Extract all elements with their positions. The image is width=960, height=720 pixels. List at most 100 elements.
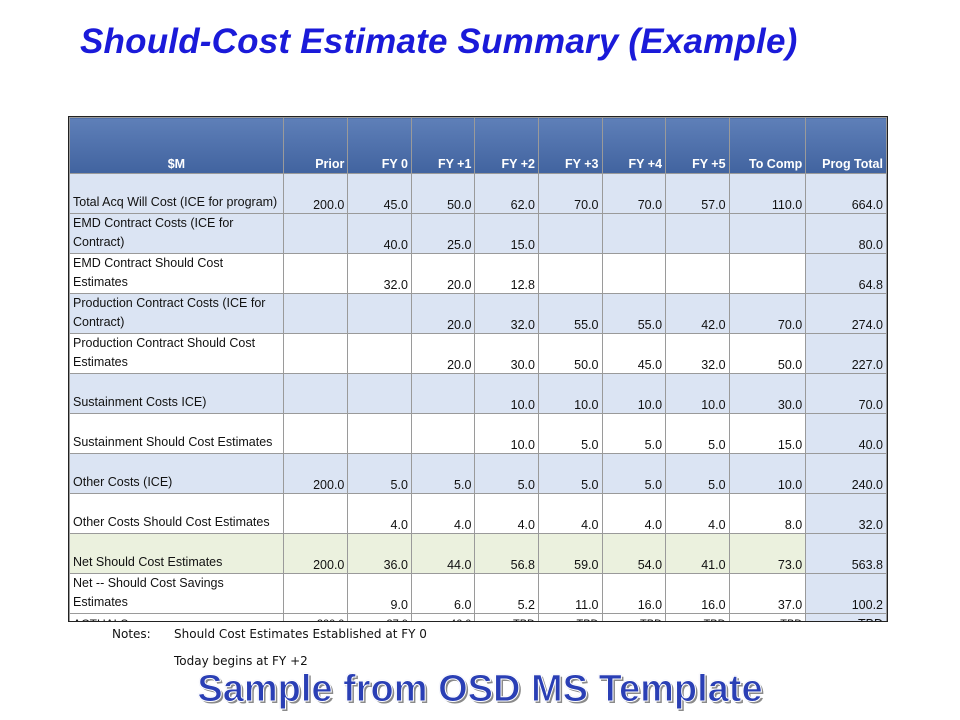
- cost-summary-table: $M Prior FY 0 FY +1 FY +2 FY +3 FY +4 FY…: [68, 116, 888, 622]
- row-value-cell: [282, 213, 349, 254]
- row-value-cell: 32.0: [347, 253, 412, 294]
- header-fy2: FY +2: [474, 117, 539, 174]
- row-value-cell: 59.0: [537, 533, 603, 574]
- row-value-cell: 200.0: [282, 613, 349, 621]
- row-label: EMD Contract Should Cost Estimates: [69, 253, 284, 294]
- table-row: Total Acq Will Cost (ICE for program) 200…: [69, 173, 887, 214]
- row-label: Sustainment Should Cost Estimates: [69, 413, 284, 454]
- row-total-cell: 32.0: [805, 493, 887, 534]
- row-value-cell: [665, 213, 730, 254]
- row-value-cell: 5.0: [601, 413, 667, 454]
- row-value-cell: 200.0: [282, 453, 349, 494]
- row-value-cell: 4.0: [410, 493, 476, 534]
- row-value-cell: [410, 413, 476, 454]
- row-value-cell: 4.0: [537, 493, 603, 534]
- row-label: EMD Contract Costs (ICE for Contract): [69, 213, 284, 254]
- row-value-cell: [410, 373, 476, 414]
- header-fy5: FY +5: [665, 117, 730, 174]
- row-value-cell: 4.0: [474, 493, 539, 534]
- row-value-cell: 15.0: [728, 413, 807, 454]
- header-prior: Prior: [282, 117, 349, 174]
- table-row: Net Should Cost Estimates 200.0 36.0 44.0 56…: [69, 533, 887, 574]
- row-value-cell: 42.0: [665, 293, 730, 334]
- row-total-cell: 240.0: [805, 453, 887, 494]
- row-value-cell: 54.0: [601, 533, 667, 574]
- row-value-cell: [282, 333, 349, 374]
- row-value-cell: 25.0: [410, 213, 476, 254]
- row-value-cell: 10.0: [474, 373, 539, 414]
- table-body: Total Acq Will Cost (ICE for program) 200…: [69, 173, 887, 621]
- table-row: ACTUALS200.037.046.0TBDTBDTBDTBDTBDTBD: [69, 613, 887, 621]
- row-value-cell: [537, 253, 603, 294]
- row-value-cell: [282, 253, 349, 294]
- table-row: Other Costs (ICE) 200.0 5.0 5.0 5.0 5.0 5.0 5.0…: [69, 453, 887, 494]
- row-value-cell: 16.0: [601, 573, 667, 614]
- row-value-cell: 45.0: [347, 173, 412, 214]
- table-row: Production Contract Costs (ICE for Contr…: [69, 293, 887, 334]
- row-total-cell: 100.2: [805, 573, 887, 614]
- row-value-cell: 20.0: [410, 333, 476, 374]
- row-value-cell: [282, 293, 349, 334]
- row-total-cell: 40.0: [805, 413, 887, 454]
- row-value-cell: 37.0: [347, 613, 412, 621]
- row-value-cell: 45.0: [601, 333, 667, 374]
- page-title: Should-Cost Estimate Summary (Example): [80, 22, 798, 61]
- row-value-cell: 57.0: [665, 173, 730, 214]
- row-label: ACTUALS: [69, 613, 284, 621]
- row-total-cell: 80.0: [805, 213, 887, 254]
- row-value-cell: 10.0: [601, 373, 667, 414]
- row-value-cell: 41.0: [665, 533, 730, 574]
- table-row: Sustainment Costs ICE) 10.0 10.0 10.0 10.0 30…: [69, 373, 887, 414]
- row-value-cell: TBD: [728, 613, 807, 621]
- header-fy1: FY +1: [410, 117, 476, 174]
- row-value-cell: 11.0: [537, 573, 603, 614]
- table-row: Production Contract Should Cost Estimate…: [69, 333, 887, 374]
- row-value-cell: 6.0: [410, 573, 476, 614]
- table-row: Sustainment Should Cost Estimates 10.0 5.0…: [69, 413, 887, 454]
- row-value-cell: 70.0: [728, 293, 807, 334]
- row-value-cell: 10.0: [537, 373, 603, 414]
- row-value-cell: 30.0: [474, 333, 539, 374]
- row-total-cell: 64.8: [805, 253, 887, 294]
- row-value-cell: 5.0: [665, 413, 730, 454]
- row-value-cell: TBD: [601, 613, 667, 621]
- table-row: Net -- Should Cost Savings Estimates 9.0 6…: [69, 573, 887, 614]
- row-value-cell: [537, 213, 603, 254]
- row-value-cell: 16.0: [665, 573, 730, 614]
- header-fy4: FY +4: [601, 117, 667, 174]
- row-value-cell: 56.8: [474, 533, 539, 574]
- row-value-cell: 8.0: [728, 493, 807, 534]
- row-value-cell: 32.0: [665, 333, 730, 374]
- row-value-cell: 4.0: [347, 493, 412, 534]
- row-value-cell: 62.0: [474, 173, 539, 214]
- row-total-cell: TBD: [805, 613, 887, 621]
- row-value-cell: TBD: [665, 613, 730, 621]
- row-value-cell: 32.0: [474, 293, 539, 334]
- row-value-cell: 70.0: [537, 173, 603, 214]
- row-value-cell: [282, 413, 349, 454]
- row-value-cell: 110.0: [728, 173, 807, 214]
- row-value-cell: 50.0: [728, 333, 807, 374]
- row-value-cell: 73.0: [728, 533, 807, 574]
- row-total-cell: 274.0: [805, 293, 887, 334]
- cost-table: $M Prior FY 0 FY +1 FY +2 FY +3 FY +4 FY…: [69, 117, 887, 621]
- row-value-cell: 55.0: [601, 293, 667, 334]
- row-value-cell: 5.0: [537, 413, 603, 454]
- row-value-cell: [282, 573, 349, 614]
- row-value-cell: [728, 253, 807, 294]
- row-value-cell: 10.0: [474, 413, 539, 454]
- table-row: Other Costs Should Cost Estimates 4.0 4.0 4…: [69, 493, 887, 534]
- header-to-comp: To Comp: [728, 117, 807, 174]
- row-value-cell: 20.0: [410, 293, 476, 334]
- row-label: Net Should Cost Estimates: [69, 533, 284, 574]
- row-value-cell: 5.0: [347, 453, 412, 494]
- row-value-cell: [347, 413, 412, 454]
- row-value-cell: 44.0: [410, 533, 476, 574]
- note-line-2: Today begins at FY +2: [174, 654, 308, 668]
- row-value-cell: 5.0: [537, 453, 603, 494]
- row-label: Total Acq Will Cost (ICE for program): [69, 173, 284, 214]
- row-value-cell: 20.0: [410, 253, 476, 294]
- row-value-cell: [665, 253, 730, 294]
- row-value-cell: 36.0: [347, 533, 412, 574]
- row-value-cell: 200.0: [282, 173, 349, 214]
